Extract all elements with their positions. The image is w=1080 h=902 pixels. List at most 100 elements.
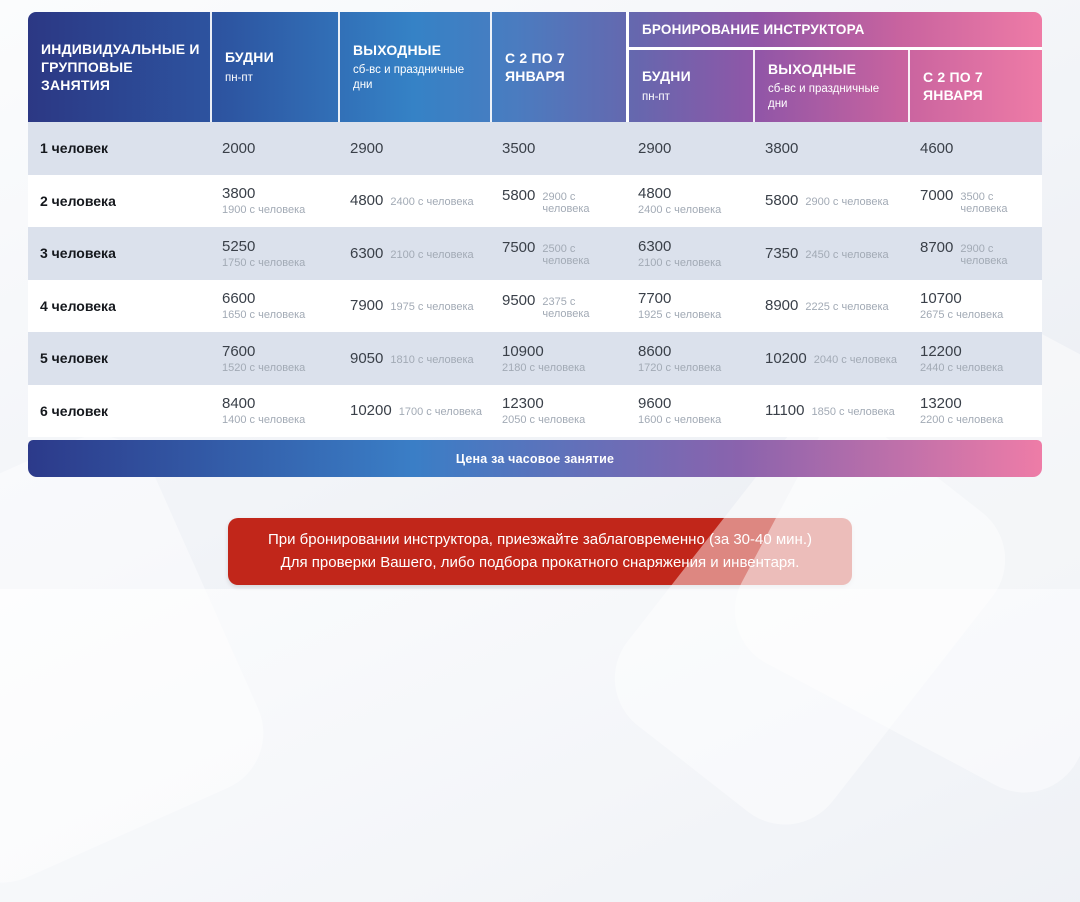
pricing-table: ИНДИВИДУАЛЬНЫЕ И ГРУППОВЫЕ ЗАНЯТИЯ БУДНИ… bbox=[28, 12, 1042, 477]
price-per-person: 1700 с человека bbox=[398, 406, 482, 419]
price-value: 10200 bbox=[765, 349, 807, 367]
table-footer: Цена за часовое занятие bbox=[28, 440, 1042, 477]
price-cell: 6300 2100 с человека bbox=[626, 238, 753, 269]
price-value: 12300 bbox=[502, 395, 544, 413]
price-per-person: 1750 с человека bbox=[222, 256, 306, 269]
price-cell: 5800 2900 с человека bbox=[753, 192, 908, 209]
price-cell: 11100 1850 с человека bbox=[753, 402, 908, 419]
price-cell: 5800 2900 с человека bbox=[490, 187, 626, 215]
column-title: ВЫХОДНЫЕ bbox=[768, 60, 857, 77]
table-row: 4 человека 6600 1650 с человека 7900 1975 с … bbox=[28, 279, 1042, 332]
price-per-person: 2040 с человека bbox=[813, 353, 897, 366]
price-value: 8400 bbox=[222, 395, 256, 413]
column-title: ВЫХОДНЫЕ bbox=[353, 41, 442, 58]
price-per-person: 2100 с человека bbox=[638, 256, 722, 269]
price-value: 10900 bbox=[502, 342, 544, 360]
price-cell: 4800 2400 с человека bbox=[626, 185, 753, 216]
column-subtitle: пн-пт bbox=[642, 90, 670, 103]
column-title: С 2 ПО 7 ЯНВАРЯ bbox=[505, 49, 565, 84]
booking-section-header: БРОНИРОВАНИЕ ИНСТРУКТОРА bbox=[626, 12, 1042, 50]
row-label: 2 человека bbox=[40, 192, 116, 209]
price-cell: 8600 1720 с человека bbox=[626, 343, 753, 374]
price-value: 8900 bbox=[765, 297, 799, 315]
price-cell: 5250 1750 с человека bbox=[210, 238, 338, 269]
price-per-person: 3500 с человека bbox=[960, 190, 1008, 215]
page: ИНДИВИДУАЛЬНЫЕ И ГРУППОВЫЕ ЗАНЯТИЯ БУДНИ… bbox=[28, 12, 1042, 585]
price-cell: 7700 1925 с человека bbox=[626, 290, 753, 321]
price-per-person: 2100 с человека bbox=[390, 248, 474, 261]
price-cell: 8400 1400 с человека bbox=[210, 395, 338, 426]
column-header-weekends: ВЫХОДНЫЕ сб-вс и праздничные дни bbox=[338, 12, 490, 122]
price-per-person: 2675 с человека bbox=[920, 309, 1004, 322]
price-cell: 7350 2450 с человека bbox=[753, 245, 908, 262]
price-per-person: 2900 с человека bbox=[960, 243, 1008, 268]
price-cell: 6600 1650 с человека bbox=[210, 290, 338, 321]
price-cell: 10200 2040 с человека bbox=[753, 350, 908, 367]
price-value: 8600 bbox=[638, 342, 672, 360]
column-title: БУДНИ bbox=[225, 49, 274, 66]
background-decor bbox=[0, 416, 283, 902]
price-value: 6300 bbox=[350, 244, 384, 262]
price-value: 13200 bbox=[920, 395, 962, 413]
price-value: 4600 bbox=[920, 139, 954, 157]
row-label: 1 человек bbox=[40, 140, 109, 157]
price-per-person: 1850 с человека bbox=[811, 406, 895, 419]
table-row: 2 человека 3800 1900 с человека 4800 2400 с … bbox=[28, 174, 1042, 227]
price-value: 9050 bbox=[350, 349, 384, 367]
column-header-weekdays: БУДНИ пн-пт bbox=[210, 12, 338, 122]
price-per-person: 2200 с человека bbox=[920, 414, 1004, 427]
corner-header: ИНДИВИДУАЛЬНЫЕ И ГРУППОВЫЕ ЗАНЯТИЯ bbox=[28, 12, 210, 122]
price-value: 2900 bbox=[638, 139, 672, 157]
price-per-person: 2500 с человека bbox=[542, 243, 590, 268]
price-value: 7350 bbox=[765, 244, 799, 262]
price-value: 6600 bbox=[222, 290, 256, 308]
price-per-person: 1900 с человека bbox=[222, 204, 306, 217]
price-value: 12200 bbox=[920, 342, 962, 360]
price-cell: 2900 bbox=[626, 140, 753, 157]
corner-header-title: ИНДИВИДУАЛЬНЫЕ И ГРУППОВЫЕ ЗАНЯТИЯ bbox=[41, 40, 200, 94]
price-cell: 7600 1520 с человека bbox=[210, 343, 338, 374]
price-per-person: 2225 с человека bbox=[805, 301, 889, 314]
price-cell: 3800 1900 с человека bbox=[210, 185, 338, 216]
price-value: 4800 bbox=[350, 192, 384, 210]
column-header-january: С 2 ПО 7 ЯНВАРЯ bbox=[490, 12, 626, 122]
price-per-person: 1925 с человека bbox=[638, 309, 722, 322]
price-value: 5250 bbox=[222, 237, 256, 255]
price-value: 7500 bbox=[502, 239, 536, 257]
price-cell: 4800 2400 с человека bbox=[338, 192, 490, 209]
price-per-person: 2440 с человека bbox=[920, 361, 1004, 374]
column-subtitle: пн-пт bbox=[225, 71, 253, 84]
notice-line-1: При бронировании инструктора, приезжайте… bbox=[268, 531, 812, 548]
price-cell: 4600 bbox=[908, 140, 1042, 157]
price-value: 7000 bbox=[920, 186, 954, 204]
price-cell: 3800 bbox=[753, 140, 908, 157]
table-row: 5 человек 7600 1520 с человека 9050 1810 с ч… bbox=[28, 332, 1042, 385]
price-cell: 12300 2050 с человека bbox=[490, 395, 626, 426]
booking-notice: При бронировании инструктора, приезжайте… bbox=[228, 518, 852, 585]
price-cell: 9600 1600 с человека bbox=[626, 395, 753, 426]
table-header: ИНДИВИДУАЛЬНЫЕ И ГРУППОВЫЕ ЗАНЯТИЯ БУДНИ… bbox=[28, 12, 1042, 122]
column-subtitle: сб-вс и праздничные дни bbox=[353, 64, 465, 92]
row-label: 4 человека bbox=[40, 297, 116, 314]
table-row: 6 человек 8400 1400 с человека 10200 1700 с … bbox=[28, 384, 1042, 437]
price-per-person: 1720 с человека bbox=[638, 361, 722, 374]
price-per-person: 1520 с человека bbox=[222, 361, 306, 374]
column-header-booking-weekends: ВЫХОДНЫЕ сб-вс и праздничные дни bbox=[753, 50, 908, 122]
price-value: 7900 bbox=[350, 297, 384, 315]
price-per-person: 2050 с человека bbox=[502, 414, 586, 427]
column-title: С 2 ПО 7 ЯНВАРЯ bbox=[923, 68, 983, 103]
row-label: 3 человека bbox=[40, 245, 116, 262]
price-value: 3800 bbox=[222, 185, 256, 203]
notice-line-2: Для проверки Вашего, либо подбора прокат… bbox=[280, 554, 800, 572]
price-value: 5800 bbox=[502, 186, 536, 204]
price-value: 4800 bbox=[638, 185, 672, 203]
price-per-person: 1650 с человека bbox=[222, 309, 306, 322]
table-row: 1 человек 2000 2900 3500 2900 3800 4600 bbox=[28, 122, 1042, 175]
price-cell: 10700 2675 с человека bbox=[908, 290, 1042, 321]
price-per-person: 2180 с человека bbox=[502, 361, 586, 374]
price-cell: 10200 1700 с человека bbox=[338, 402, 490, 419]
row-label: 6 человек bbox=[40, 402, 109, 419]
price-cell: 12200 2440 с человека bbox=[908, 343, 1042, 374]
price-cell: 9500 2375 с человека bbox=[490, 292, 626, 320]
price-value: 2000 bbox=[222, 139, 256, 157]
